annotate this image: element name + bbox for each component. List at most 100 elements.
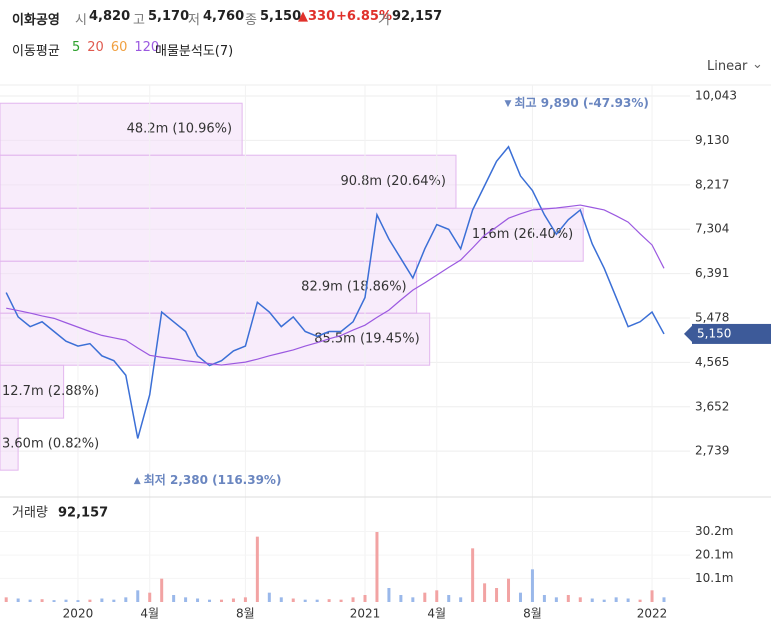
x-tick-label: 8월: [523, 607, 542, 621]
low-value: 4,760: [203, 9, 245, 24]
volume-bar: [303, 599, 307, 602]
last-price-label: 5,150: [697, 326, 731, 340]
volume-bar: [76, 600, 80, 602]
ma-period[interactable]: 120: [134, 40, 160, 55]
volume-bar: [196, 598, 200, 602]
ma-period[interactable]: 5: [72, 40, 81, 55]
volume-bar: [40, 599, 44, 602]
y-tick-label: 5,478: [695, 310, 729, 324]
volume-value: 92,157: [392, 9, 443, 24]
volume-bar: [208, 599, 212, 602]
y-tick-label: 4,565: [695, 355, 729, 369]
volume-bar: [578, 597, 582, 602]
ma-period[interactable]: 20: [87, 40, 104, 55]
x-tick-label: 2021: [350, 607, 381, 621]
volume-bar: [614, 597, 618, 602]
x-tick-label: 2022: [637, 607, 668, 621]
volume-bar: [255, 536, 259, 602]
volume-bar: [112, 599, 116, 602]
open-value: 4,820: [89, 9, 131, 24]
volume-bar: [650, 590, 654, 602]
ma-title: 이동평균: [12, 44, 60, 59]
volume-profile-bar: [0, 260, 418, 314]
volume-bar: [387, 588, 391, 602]
scale-select[interactable]: Linear: [707, 59, 748, 74]
change: ▲330: [298, 9, 336, 24]
x-tick-label: 8월: [236, 607, 255, 621]
volume-bar: [219, 599, 223, 602]
y-tick-label: 6,391: [695, 266, 729, 280]
close-label: 종: [245, 13, 257, 28]
ma-periods: 5 20 60 120: [72, 40, 159, 55]
price-line: [5, 145, 665, 439]
volume-bar: [471, 548, 475, 602]
volume-profile-bar: [0, 154, 457, 209]
volume-profile-label: 116m (26.40%): [472, 227, 573, 242]
volume-bar: [495, 588, 499, 602]
x-tick-label: 4월: [140, 607, 159, 621]
volume-bar: [507, 578, 511, 602]
volume-bar: [566, 595, 570, 602]
volume-bar: [447, 595, 451, 602]
volume-bar: [327, 599, 331, 602]
volume-bar: [231, 598, 235, 602]
volume-bar: [267, 592, 271, 602]
high-value: 5,170: [148, 9, 190, 24]
dropdown-icon: ⌄: [752, 57, 763, 72]
volume-bar: [16, 598, 20, 602]
change-pct: +6.85%: [336, 9, 392, 24]
open-label: 시: [75, 13, 87, 28]
y-tick-label: 9,130: [695, 133, 729, 147]
volume-bar: [160, 578, 164, 602]
y-tick-label: 2,739: [695, 444, 729, 458]
volume-bar: [172, 595, 176, 602]
ma-period[interactable]: 60: [110, 40, 128, 55]
volume-bar: [100, 598, 104, 602]
volume-bar: [399, 595, 403, 602]
volume-last: 92,157: [58, 506, 108, 521]
analysis-toggle[interactable]: 매물분석도(7): [155, 44, 234, 59]
volume-bar: [554, 597, 558, 602]
volume-bar: [542, 595, 546, 602]
volume-bar: [530, 569, 534, 602]
volume-bar: [483, 583, 487, 602]
volume-profile-bar: [0, 102, 243, 156]
y-tick-label: 8,217: [695, 177, 729, 191]
volume-profile-label: 3.60m (0.82%): [2, 437, 99, 452]
stock-name: 이화공영: [12, 13, 60, 28]
volume-bar: [363, 595, 367, 602]
y-tick-label: 10,043: [695, 89, 737, 103]
annotation-label: 최고 9,890 (-47.93%): [515, 95, 649, 110]
volume-bar: [28, 599, 32, 602]
annotation-label: 최저 2,380 (116.39%): [144, 472, 282, 487]
close-value: 5,150: [260, 9, 302, 24]
volume-bar: [291, 598, 295, 602]
price-line: [6, 204, 665, 366]
low-label: 저: [188, 13, 200, 28]
volume-label: 거: [378, 13, 390, 28]
x-tick-label: 2020: [63, 607, 94, 621]
volume-bar: [148, 592, 152, 602]
annotation-marker: ▼: [505, 99, 512, 109]
volume-bar: [4, 597, 8, 602]
x-tick-label: 4월: [427, 607, 446, 621]
last-price-box: [692, 323, 771, 344]
volume-profile-label: 48.2m (10.96%): [127, 122, 232, 137]
volume-bar: [315, 599, 319, 602]
volume-bar: [411, 597, 415, 602]
volume-tick-label: 20.1m: [695, 548, 733, 562]
volume-profile-bar: [0, 364, 65, 419]
volume-bar: [638, 599, 642, 602]
volume-bar: [375, 532, 379, 602]
volume-bar: [124, 597, 128, 602]
volume-bar: [88, 599, 92, 602]
y-tick-label: 7,304: [695, 222, 729, 236]
volume-bar: [518, 592, 522, 602]
annotation-marker: ▲: [134, 476, 141, 486]
volume-profile-label: 82.9m (18.86%): [301, 280, 406, 295]
volume-bar: [423, 592, 427, 602]
volume-bar: [435, 590, 439, 602]
volume-bar: [279, 597, 283, 602]
